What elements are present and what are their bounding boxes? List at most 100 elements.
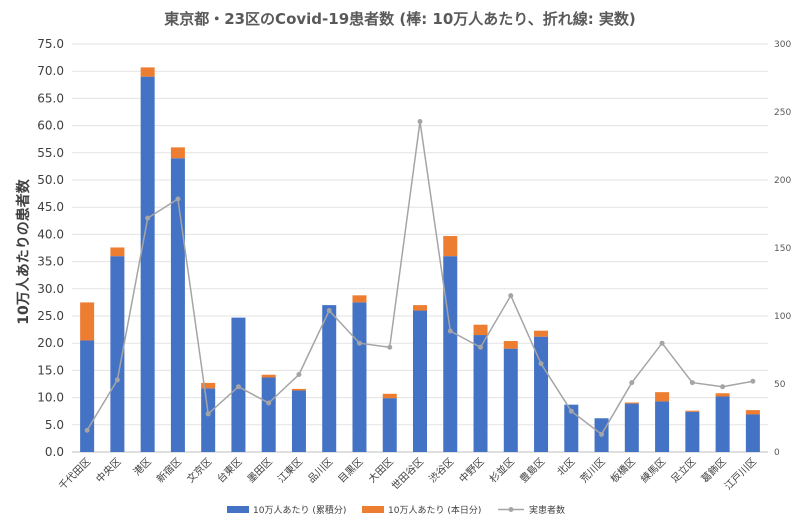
- y-tick-label: 10.0: [37, 391, 64, 405]
- y2-tick-label: 100: [774, 312, 791, 322]
- x-tick-label: 品川区: [306, 456, 336, 486]
- x-tick-label: 江戸川区: [722, 456, 759, 493]
- x-tick-label: 港区: [131, 456, 154, 479]
- y2-axis-ticks: 0 50 100 150 200 250 300: [774, 40, 791, 458]
- line-point: [750, 378, 756, 384]
- line-point: [599, 431, 605, 437]
- bar-today: [170, 147, 185, 159]
- bar-cumulative: [413, 310, 427, 452]
- x-tick-label: 新宿区: [154, 455, 184, 485]
- x-tick-label: 渋谷区: [426, 455, 456, 485]
- line-point: [114, 377, 120, 383]
- y-tick-label: 5.0: [45, 418, 64, 432]
- legend-label-today: 10万人あたり (本日分): [388, 504, 481, 516]
- bar-cumulative: [503, 348, 518, 452]
- line-point: [326, 308, 332, 314]
- x-tick-label: 文京区: [184, 455, 214, 485]
- x-tick-label: 大田区: [365, 455, 395, 485]
- bar-today: [291, 388, 306, 391]
- bar-cumulative: [170, 158, 185, 453]
- bar-cumulative: [140, 76, 155, 452]
- legend-item-actual: 実患者数: [498, 504, 565, 516]
- y-tick-label: 40.0: [37, 227, 64, 241]
- x-tick-label: 豊島区: [517, 455, 547, 485]
- y2-tick-label: 200: [774, 176, 791, 186]
- legend-label-cumulative: 10万人あたり (累積分): [253, 504, 346, 516]
- line-point: [659, 340, 665, 346]
- legend: 10万人あたり (累積分) 10万人あたり (本日分) 実患者数: [227, 504, 565, 516]
- bar-cumulative: [564, 404, 579, 452]
- x-tick-label: 杉並区: [486, 455, 516, 485]
- line-point: [417, 119, 423, 125]
- legend-swatch-today: [362, 506, 384, 513]
- y-axis-ticks: 0.0 5.0 10.0 15.0 20.0 25.0 30.0 35.0 40.0 45.0 50…: [37, 37, 64, 459]
- legend-swatch-cumulative: [227, 506, 249, 513]
- bar-today: [201, 382, 216, 389]
- x-tick-label: 練馬区: [638, 455, 668, 485]
- bar-cumulative: [80, 340, 95, 452]
- y-tick-label: 65.0: [37, 91, 64, 105]
- y2-tick-label: 50: [774, 380, 786, 390]
- x-tick-label: 江東区: [275, 455, 305, 485]
- legend-item-cumulative: 10万人あたり (累積分): [227, 504, 346, 516]
- line-series: [84, 119, 756, 437]
- bar-today: [261, 374, 276, 378]
- x-tick-label: 世田谷区: [389, 456, 426, 493]
- bar-today: [382, 393, 397, 399]
- line-point: [568, 408, 574, 414]
- line-point: [266, 400, 272, 406]
- x-tick-label: 荒川区: [578, 456, 608, 486]
- chart-title: 東京都・23区のCovid-19患者数 (棒: 10万人あたり、折れ線: 実数): [164, 10, 636, 28]
- y-tick-label: 70.0: [37, 64, 64, 78]
- y2-tick-label: 300: [774, 40, 791, 50]
- x-tick-label: 葛飾区: [698, 455, 728, 485]
- bar-cumulative: [624, 403, 639, 452]
- bar-today: [655, 392, 670, 402]
- y-tick-label: 35.0: [37, 255, 64, 269]
- bar-today: [443, 236, 458, 257]
- y-axis-label: 10万人あたりの患者数: [15, 178, 32, 324]
- y-tick-label: 25.0: [37, 309, 64, 323]
- bar-today: [503, 341, 518, 349]
- bar-today: [685, 410, 700, 412]
- bar-cumulative: [473, 335, 488, 452]
- bar-today: [534, 330, 549, 337]
- bar-cumulative: [382, 398, 397, 452]
- y-tick-label: 15.0: [37, 363, 64, 377]
- bar-cumulative: [655, 401, 670, 452]
- y-tick-label: 0.0: [45, 445, 64, 459]
- y2-tick-label: 250: [774, 108, 791, 118]
- line-point: [145, 215, 151, 221]
- legend-marker-actual: [508, 507, 514, 512]
- line-point: [478, 344, 484, 350]
- x-tick-label: 足立区: [668, 455, 698, 485]
- x-tick-label: 中央区: [93, 455, 123, 485]
- bar-today: [140, 67, 155, 77]
- bar-today: [745, 410, 760, 415]
- line-point: [447, 328, 453, 334]
- line-point: [356, 340, 362, 346]
- line-point: [205, 411, 211, 417]
- bar-cumulative: [443, 256, 458, 452]
- legend-label-actual: 実患者数: [529, 504, 565, 516]
- line-point: [508, 293, 514, 299]
- line-point: [720, 384, 726, 390]
- x-tick-label: 目黒区: [336, 456, 366, 486]
- y-tick-label: 20.0: [37, 336, 64, 350]
- bar-cumulative: [322, 305, 337, 452]
- line-point: [387, 344, 393, 350]
- x-tick-label: 台東区: [214, 455, 244, 485]
- y2-tick-label: 150: [774, 244, 791, 254]
- bar-cumulative: [352, 302, 367, 452]
- line-point: [538, 361, 544, 367]
- bar-today: [80, 302, 95, 341]
- legend-item-today: 10万人あたり (本日分): [362, 504, 481, 516]
- bar-today: [413, 305, 427, 311]
- line-point: [296, 371, 302, 377]
- bars: [80, 67, 760, 453]
- line-point: [84, 427, 90, 433]
- bar-today: [624, 402, 639, 404]
